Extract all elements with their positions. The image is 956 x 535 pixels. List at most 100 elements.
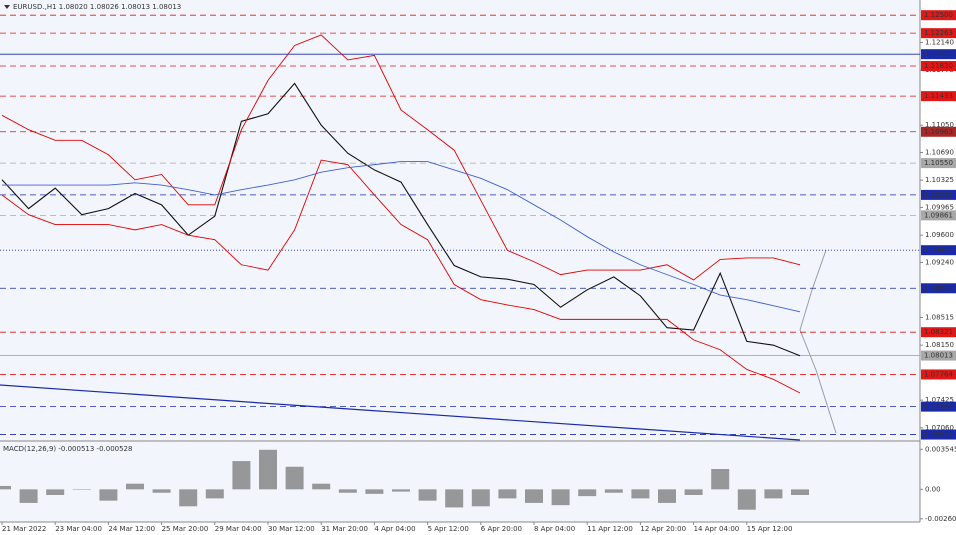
- level-label: 1.11433: [924, 92, 953, 100]
- y-tick-label: 1.10325: [925, 176, 954, 184]
- arrow-down: [799, 329, 837, 434]
- macd-bar: [46, 489, 65, 495]
- price-line: [1, 82, 801, 357]
- price-line: [1, 34, 801, 281]
- plot-background: [0, 0, 920, 522]
- projection-arrows: [799, 249, 837, 434]
- macd-bar: [259, 449, 277, 490]
- x-tick-label: 25 Mar 20:00: [162, 525, 209, 533]
- x-tick-label: 29 Mar 04:00: [215, 525, 262, 533]
- macd-bar: [232, 461, 251, 490]
- macd-bar: [711, 469, 730, 490]
- macd-bar: [551, 489, 570, 506]
- level-label: 1.06972: [924, 431, 953, 439]
- macd-bar: [604, 489, 623, 493]
- macd-bar: [99, 489, 118, 501]
- level-label: 1.07764: [924, 370, 953, 378]
- level-label-box: [921, 28, 956, 39]
- x-tick-label: 4 Apr 04:00: [374, 525, 415, 533]
- y-tick-label: 0.00: [925, 485, 941, 493]
- macd-header: MACD(12,26,9) -0.000513 -0.000528: [3, 445, 132, 453]
- macd-bar: [525, 489, 543, 503]
- level-label: 1.07340: [924, 403, 953, 411]
- level-label-box: [921, 210, 956, 221]
- y-tick-label: 1.11050: [925, 121, 954, 129]
- macd-bar: [392, 489, 410, 492]
- x-tick-label: 12 Apr 20:00: [640, 525, 686, 533]
- macd-bar: [365, 489, 384, 494]
- y-tick-label: 1.10690: [925, 148, 954, 156]
- level-label-box: [921, 126, 956, 137]
- level-label: 1.08013: [924, 352, 953, 360]
- arrow-up: [799, 249, 827, 331]
- price-line: [1, 159, 801, 394]
- level-label-box: [921, 91, 956, 102]
- x-tick-label: 14 Apr 04:00: [694, 525, 740, 533]
- level-label-box: [921, 401, 956, 412]
- x-tick-label: 8 Apr 04:00: [534, 525, 575, 533]
- level-label: 1.10963: [924, 128, 953, 136]
- y-tick-label: 1.09600: [925, 231, 954, 239]
- macd-bar: [338, 489, 357, 493]
- level-label-box: [921, 283, 956, 294]
- macd-bar: [205, 489, 224, 499]
- menu-triangle: [4, 5, 10, 9]
- x-tick-label: 11 Apr 12:00: [587, 525, 633, 533]
- level-label: 1.10131: [924, 191, 953, 199]
- x-tick-label: 31 Mar 20:00: [321, 525, 368, 533]
- level-label: 1.09402: [924, 246, 953, 254]
- macd-bar: [578, 489, 597, 497]
- trend-line: [0, 384, 801, 441]
- level-label: 1.11986: [924, 50, 953, 58]
- y-tick-label: 1.07425: [925, 396, 954, 404]
- macd-bar: [0, 485, 11, 490]
- level-label: 1.09861: [924, 211, 953, 219]
- macd-bar: [418, 489, 437, 501]
- macd-bar: [631, 489, 650, 499]
- x-tick-label: 24 Mar 12:00: [108, 525, 155, 533]
- macd-bar: [126, 483, 144, 490]
- macd-bar: [19, 489, 38, 503]
- x-tick-label: 15 Apr 12:00: [747, 525, 793, 533]
- level-label-box: [921, 49, 956, 60]
- y-tick-label: 1.07060: [925, 424, 954, 432]
- x-tick-label: 21 Mar 2022: [2, 525, 46, 533]
- level-label-box: [921, 10, 956, 21]
- level-label-box: [921, 245, 956, 256]
- y-tick-label: -0.002607: [925, 515, 956, 523]
- macd-bar: [498, 489, 517, 499]
- x-tick-label: 23 Mar 04:00: [55, 525, 102, 533]
- price-line: [2, 161, 801, 313]
- level-label: 1.10550: [924, 159, 953, 167]
- macd-bar: [658, 489, 676, 503]
- macd-bar: [152, 489, 171, 493]
- x-tick-label: 30 Mar 12:00: [268, 525, 315, 533]
- y-tick-label: 0.003545: [925, 445, 956, 453]
- macd-bar: [285, 466, 304, 490]
- macd-bar: [791, 489, 809, 495]
- level-label-box: [921, 369, 956, 380]
- level-label-box: [921, 61, 956, 71]
- macd-bar: [471, 489, 490, 507]
- macd-bar: [764, 489, 783, 499]
- level-label-box: [921, 327, 956, 338]
- level-label-box: [921, 429, 956, 440]
- y-tick-label: 1.12140: [925, 38, 954, 46]
- level-label-box: [921, 189, 956, 200]
- macd-bar: [179, 489, 198, 507]
- y-tick-label: 1.08515: [925, 313, 954, 321]
- y-tick-label: 1.09965: [925, 203, 954, 211]
- x-tick-label: 6 Apr 20:00: [481, 525, 522, 533]
- y-tick-label: 1.09240: [925, 258, 954, 266]
- level-label: 1.08900: [924, 284, 953, 292]
- macd-bar: [72, 489, 91, 490]
- level-label-box: [921, 350, 956, 361]
- level-label: 1.08321: [924, 328, 953, 336]
- macd-bar: [737, 489, 756, 510]
- level-label: 1.12263: [924, 29, 953, 37]
- macd-bar: [312, 483, 331, 490]
- y-tick-label: 1.08150: [925, 341, 954, 349]
- level-label: 1.12500: [924, 11, 953, 19]
- chart-header: EURUSD.,H1 1.08020 1.08026 1.08013 1.080…: [13, 3, 181, 11]
